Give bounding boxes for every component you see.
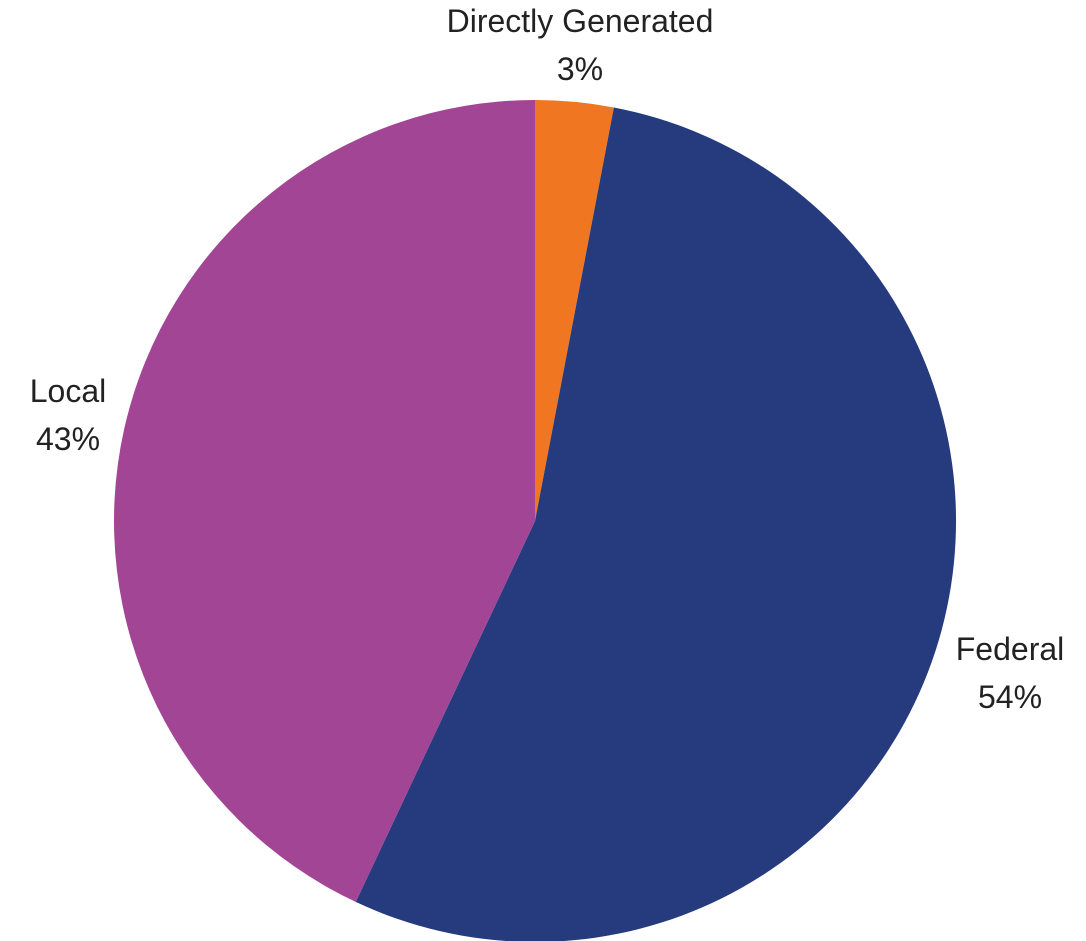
pie-slice-directly-generated: [535, 100, 614, 521]
pie-slices: [114, 100, 957, 941]
slice-label-value: 54%: [978, 679, 1042, 715]
slice-label-value: 3%: [557, 51, 603, 87]
slice-labels: Directly Generated 3% Federal 54% Local 43%: [30, 3, 1065, 715]
slice-label-name: Federal: [956, 631, 1065, 667]
pie-slice-local: [114, 100, 536, 902]
pie-slice-federal: [355, 107, 957, 941]
slice-label-name: Local: [30, 373, 107, 409]
slice-label-value: 43%: [36, 421, 100, 457]
slice-label-name: Directly Generated: [447, 3, 714, 39]
